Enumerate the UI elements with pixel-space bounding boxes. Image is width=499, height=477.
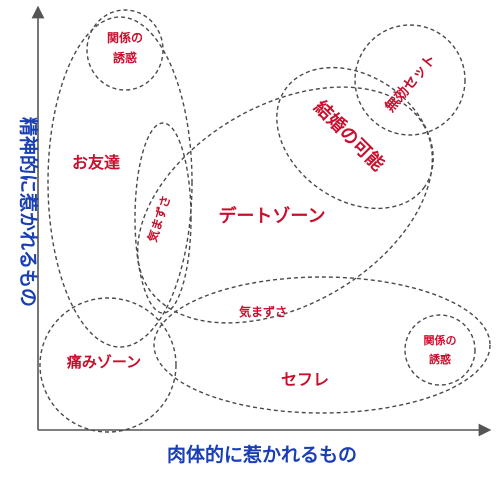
x-axis-label: 肉体的に惹かれるもの <box>167 443 357 466</box>
sex-friend-label: セフレ <box>281 370 329 389</box>
friends-zone-outline <box>47 16 193 348</box>
sex-friend-zone-outline <box>153 276 491 414</box>
relationship-temptation-right-line1: 関係の <box>424 333 457 347</box>
awkward-horizontal-label: 気まずさ <box>239 304 287 319</box>
awkward-vertical-outline <box>134 122 192 314</box>
marriage-possible-label: 結婚の可能 <box>310 96 389 175</box>
pain-zone-label: 痛みゾーン <box>66 353 141 371</box>
invalid-set-label: 無効セット <box>382 51 440 116</box>
relationship-temptation-top-line2: 誘惑 <box>113 50 137 65</box>
pain-zone-outline <box>39 297 177 433</box>
relationship-temptation-top-line1: 関係の <box>107 30 143 45</box>
date-zone-outline <box>136 86 434 324</box>
y-axis-label: 精神的に惹かれるもの <box>17 117 40 307</box>
awkward-vertical-label: 気まずさ <box>144 193 173 243</box>
relationship-temptation-right-line2: 誘惑 <box>429 352 451 366</box>
invalid-set-outline <box>354 24 466 136</box>
relationship-temptation-top-outline <box>86 9 164 91</box>
relationship-temptation-right-outline <box>404 314 476 386</box>
marriage-possible-outline <box>276 66 434 210</box>
friends-label: お友達 <box>72 153 120 172</box>
date-zone-label: デートゾーン <box>218 205 325 227</box>
